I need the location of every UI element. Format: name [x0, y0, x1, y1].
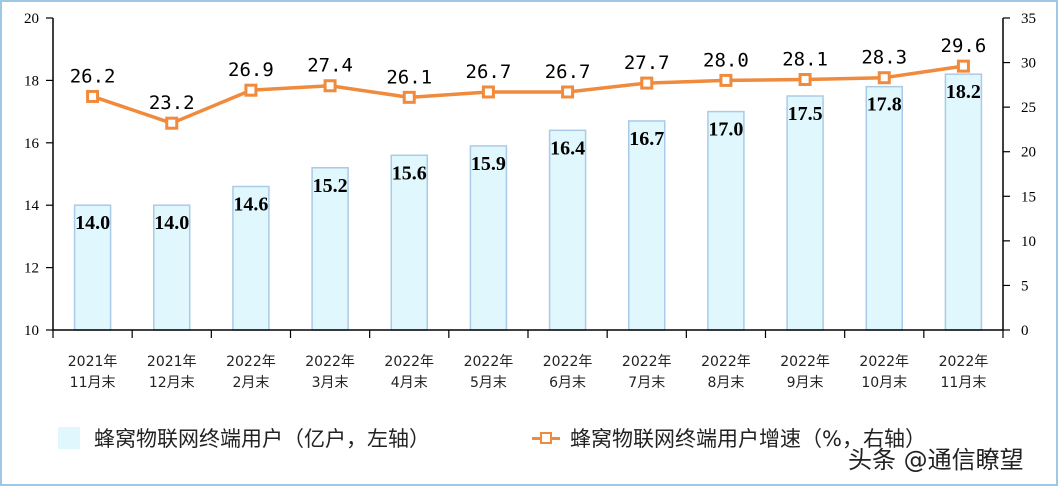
data-labels: 14.0 14.0 14.6 15.2 15.6 15.9 16.4 16.7 17.0 17.5… [70, 35, 987, 234]
category-label: 2022年 [384, 354, 434, 370]
line-marker [877, 71, 891, 85]
bar-series [73, 73, 983, 331]
bar-value-label: 17.0 [708, 119, 743, 141]
line-value-label: 28.1 [782, 49, 828, 71]
bar [707, 110, 745, 331]
category-label: 3月末 [312, 375, 349, 391]
line-marker [719, 73, 733, 87]
legend-item-line: 蜂窝物联网终端用户增速（%，右轴） [532, 420, 926, 456]
line-marker [86, 89, 100, 103]
line-marker [244, 83, 258, 97]
bar-value-label: 14.6 [233, 193, 268, 215]
axes: 10 12 14 16 18 20 0 5 10 15 20 25 30 35 2021年 11月末 2021年… [24, 11, 1036, 391]
category-label: 12月末 [149, 375, 195, 391]
left-tick-label: 18 [24, 73, 39, 89]
line-value-label: 26.1 [386, 66, 432, 88]
bar [73, 204, 112, 331]
bar-value-label: 17.8 [867, 94, 902, 116]
bar [628, 120, 666, 331]
category-label: 2022年 [226, 354, 276, 370]
bar-value-label: 15.9 [471, 153, 506, 175]
category-label: 2021年 [68, 354, 118, 370]
right-tick-label: 0 [1021, 323, 1029, 339]
line-marker [323, 79, 337, 93]
bar-value-label: 18.2 [946, 81, 981, 103]
bar-value-label: 17.5 [788, 103, 823, 125]
bar [232, 185, 270, 331]
line-value-label: 29.6 [941, 35, 987, 57]
category-label: 6月末 [549, 375, 586, 391]
category-label: 2022年 [780, 354, 830, 370]
category-label: 5月末 [470, 375, 507, 391]
left-tick-label: 10 [24, 323, 39, 339]
category-label: 2022年 [701, 354, 751, 370]
bar-value-label: 16.7 [629, 128, 664, 150]
left-tick-label: 14 [24, 198, 40, 214]
bar-value-label: 15.2 [313, 175, 348, 197]
bar [944, 73, 983, 331]
left-tick-label: 20 [24, 11, 39, 27]
legend-line-label: 蜂窝物联网终端用户增速（%，右轴） [570, 427, 926, 451]
bar [786, 95, 824, 331]
legend-bar-label: 蜂窝物联网终端用户（亿户，左轴） [94, 427, 430, 451]
watermark: 头条 @通信瞭望 [848, 446, 1024, 474]
category-label: 2021年 [147, 354, 197, 370]
category-label: 2月末 [232, 375, 269, 391]
bar-value-label: 15.6 [392, 162, 427, 184]
line-value-label: 23.2 [149, 92, 195, 114]
left-tick-label: 12 [24, 261, 39, 277]
line-value-label: 26.9 [228, 59, 274, 81]
right-tick-label: 35 [1021, 11, 1036, 27]
category-label: 2022年 [305, 354, 355, 370]
line-value-label: 27.4 [307, 55, 353, 77]
bar [548, 129, 587, 331]
bar-value-label: 14.0 [75, 212, 110, 234]
line-marker [481, 85, 495, 99]
category-label: 2022年 [622, 354, 672, 370]
line-value-label: 28.0 [703, 49, 749, 71]
line-marker [561, 85, 575, 99]
line-value-label: 27.7 [624, 52, 670, 74]
line-marker [956, 59, 970, 73]
category-label: 11月末 [70, 375, 116, 391]
category-label: 8月末 [707, 375, 744, 391]
left-tick-label: 16 [24, 136, 40, 152]
right-tick-label: 25 [1021, 100, 1036, 116]
bar-value-label: 16.4 [550, 137, 585, 159]
line-marker [640, 76, 654, 90]
line-value-label: 26.7 [545, 61, 591, 83]
right-tick-label: 5 [1021, 278, 1029, 294]
right-tick-label: 10 [1021, 234, 1036, 250]
right-tick-label: 30 [1021, 56, 1036, 72]
bar [865, 85, 903, 331]
bar [390, 154, 428, 331]
bar-value-label: 14.0 [154, 212, 189, 234]
category-label: 2022年 [939, 354, 989, 370]
line-value-label: 26.2 [70, 65, 116, 87]
category-label: 9月末 [787, 375, 824, 391]
bar-swatch-icon [58, 427, 80, 449]
line-marker [798, 73, 812, 87]
right-tick-label: 15 [1021, 189, 1036, 205]
line-marker-swatch-icon [532, 431, 560, 445]
right-tick-label: 20 [1021, 145, 1036, 161]
category-label: 2022年 [464, 354, 514, 370]
category-label: 4月末 [391, 375, 428, 391]
category-label: 7月末 [628, 375, 665, 391]
category-label: 10月末 [861, 375, 907, 391]
line-value-label: 28.3 [861, 47, 907, 69]
category-label: 2022年 [859, 354, 909, 370]
category-label: 11月末 [941, 375, 987, 391]
line-marker [402, 90, 416, 104]
line-marker [165, 116, 179, 130]
line-series [86, 59, 970, 130]
legend-item-bar: 蜂窝物联网终端用户（亿户，左轴） [58, 420, 430, 456]
line-value-label: 26.7 [466, 61, 512, 83]
category-label: 2022年 [543, 354, 593, 370]
